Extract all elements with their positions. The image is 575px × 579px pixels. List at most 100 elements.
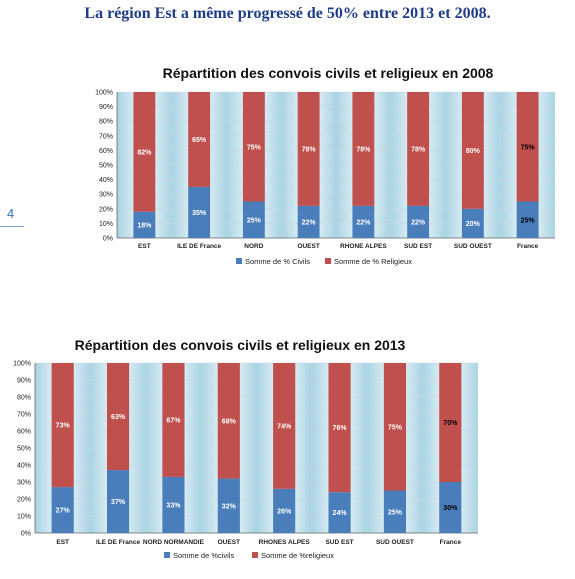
data-label-civils: 25% <box>521 217 536 224</box>
y-tick-label: 80% <box>99 119 113 126</box>
bar-religieux <box>162 363 185 477</box>
y-tick-label: 60% <box>99 148 113 155</box>
data-label-religieux: 70% <box>443 420 458 427</box>
data-label-civils: 35% <box>192 210 207 217</box>
data-label-religieux: 68% <box>222 418 237 425</box>
data-label-civils: 27% <box>56 508 71 515</box>
data-label-religieux: 75% <box>521 144 536 151</box>
category-label: EST <box>56 539 69 546</box>
category-label: NORD NORMANDIE <box>143 539 205 546</box>
y-tick-label: 90% <box>99 104 113 111</box>
legend-label: Somme de %religieux <box>261 551 334 560</box>
y-tick-label: 0% <box>103 236 113 243</box>
category-label: ILE DE France <box>177 243 221 250</box>
y-tick-label: 80% <box>17 395 31 402</box>
bar-civils <box>383 490 407 533</box>
chart-1: Répartition des convois civils et religi… <box>95 65 555 266</box>
chart-2: Répartition des convois civils et religi… <box>13 337 478 560</box>
headline: La région Est a même progressé de 50% en… <box>84 5 491 22</box>
data-label-religieux: 82% <box>137 149 152 156</box>
category-label: OUEST <box>218 539 240 546</box>
y-tick-label: 0% <box>21 531 31 538</box>
data-label-civils: 20% <box>466 221 481 228</box>
category-label: SUD OUEST <box>454 243 492 250</box>
category-label: NORD <box>244 243 263 250</box>
category-label: RHONES ALPES <box>259 539 311 546</box>
data-label-religieux: 63% <box>111 414 126 421</box>
data-label-civils: 33% <box>166 502 181 509</box>
bar-civils <box>273 488 296 533</box>
page-rule <box>0 226 24 227</box>
bar-religieux <box>51 363 74 488</box>
category-label: France <box>517 243 539 250</box>
bar-civils <box>242 201 265 238</box>
y-tick-label: 90% <box>17 378 31 385</box>
data-label-civils: 24% <box>333 510 348 517</box>
bar-civils <box>51 487 74 533</box>
y-tick-label: 50% <box>99 163 113 170</box>
y-tick-label: 20% <box>99 206 113 213</box>
bar-civils <box>407 205 430 238</box>
legend-swatch <box>164 552 170 558</box>
legend-swatch <box>325 258 331 264</box>
bar-civils <box>352 205 375 238</box>
legend-swatch <box>252 552 258 558</box>
category-label: OUEST <box>297 243 319 250</box>
y-tick-label: 10% <box>99 221 113 228</box>
bar-religieux <box>242 92 265 202</box>
bar-religieux <box>133 92 156 212</box>
category-label: RHONE ALPES <box>340 243 387 250</box>
bar-religieux <box>407 92 430 206</box>
y-tick-label: 70% <box>99 133 113 140</box>
bar-religieux <box>106 363 130 471</box>
y-tick-label: 40% <box>17 463 31 470</box>
data-label-religieux: 65% <box>192 137 207 144</box>
category-label: SUD EST <box>404 243 432 250</box>
bar-religieux <box>461 92 484 209</box>
y-tick-label: 40% <box>99 177 113 184</box>
data-label-religieux: 74% <box>277 423 292 430</box>
legend-label: Somme de %civils <box>173 551 235 560</box>
data-label-civils: 30% <box>443 505 458 512</box>
page-number: 4 <box>7 206 15 221</box>
bar-civils <box>461 208 484 238</box>
y-tick-label: 50% <box>17 446 31 453</box>
legend-label: Somme de % Civils <box>245 257 310 266</box>
bar-civils <box>516 201 539 238</box>
data-label-civils: 26% <box>277 508 292 515</box>
bar-civils <box>328 492 351 533</box>
bar-civils <box>439 482 462 533</box>
data-label-civils: 25% <box>247 217 262 224</box>
category-label: ILE DE France <box>96 539 140 546</box>
y-tick-label: 100% <box>95 90 113 97</box>
bar-religieux <box>217 363 240 479</box>
data-label-civils: 22% <box>302 219 317 226</box>
bar-religieux <box>383 363 407 491</box>
chart-title: Répartition des convois civils et religi… <box>75 337 406 353</box>
bar-religieux <box>188 92 211 187</box>
bar-civils <box>217 478 240 533</box>
data-label-civils: 18% <box>137 222 152 229</box>
bar-religieux <box>516 92 539 202</box>
data-label-civils: 25% <box>388 509 403 516</box>
bar-religieux <box>273 363 296 489</box>
data-label-civils: 37% <box>111 499 126 506</box>
data-label-religieux: 73% <box>56 423 71 430</box>
data-label-religieux: 80% <box>466 148 481 155</box>
data-label-religieux: 67% <box>166 417 181 424</box>
legend-label: Somme de % Religieux <box>334 257 412 266</box>
bar-civils <box>297 205 320 238</box>
y-tick-label: 30% <box>17 480 31 487</box>
bar-civils <box>106 470 130 533</box>
category-label: France <box>440 539 462 546</box>
y-tick-label: 10% <box>17 514 31 521</box>
y-tick-label: 30% <box>99 192 113 199</box>
y-tick-label: 100% <box>13 361 31 368</box>
bar-religieux <box>352 92 375 206</box>
data-label-religieux: 78% <box>411 146 426 153</box>
bar-civils <box>162 476 185 533</box>
data-label-religieux: 76% <box>333 425 348 432</box>
category-label: SUD OUEST <box>376 539 414 546</box>
data-label-religieux: 75% <box>247 144 262 151</box>
